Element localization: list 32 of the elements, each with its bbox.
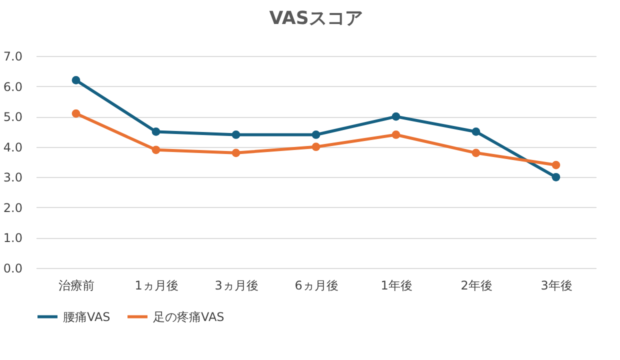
x-tick-label: 3ヵ月後	[214, 278, 258, 292]
y-tick-label: 7.0	[3, 50, 22, 64]
point	[472, 128, 480, 136]
point	[232, 148, 240, 158]
y-tick-label: 5.0	[3, 110, 22, 124]
legend-label: 足の疼痛VAS	[153, 310, 224, 324]
x-tick-label: 6ヵ月後	[294, 278, 338, 292]
y-tick-label: 0.0	[3, 262, 22, 276]
x-tick-label: 治療前	[58, 278, 94, 292]
y-tick-label: 4.0	[3, 140, 22, 154]
point	[232, 130, 240, 139]
point	[152, 146, 160, 154]
point	[312, 130, 320, 139]
point	[552, 160, 560, 170]
point	[392, 130, 400, 139]
x-tick-label: 1ヵ月後	[134, 278, 178, 292]
point	[152, 128, 160, 136]
x-tick-label: 2年後	[460, 278, 492, 292]
chart-title: VASスコア	[269, 8, 363, 29]
y-tick-label: 6.0	[3, 80, 22, 94]
point	[72, 76, 80, 84]
y-tick-label: 2.0	[3, 200, 22, 215]
point	[312, 142, 320, 152]
point	[472, 148, 480, 158]
point	[72, 109, 80, 118]
legend-label: 腰痛VAS	[63, 310, 110, 324]
y-tick-label: 1.0	[3, 231, 22, 246]
x-tick-label: 3年後	[540, 278, 572, 292]
y-tick-label: 3.0	[3, 170, 22, 185]
point	[552, 172, 560, 182]
point	[392, 112, 400, 121]
x-tick-label: 1年後	[380, 278, 412, 292]
